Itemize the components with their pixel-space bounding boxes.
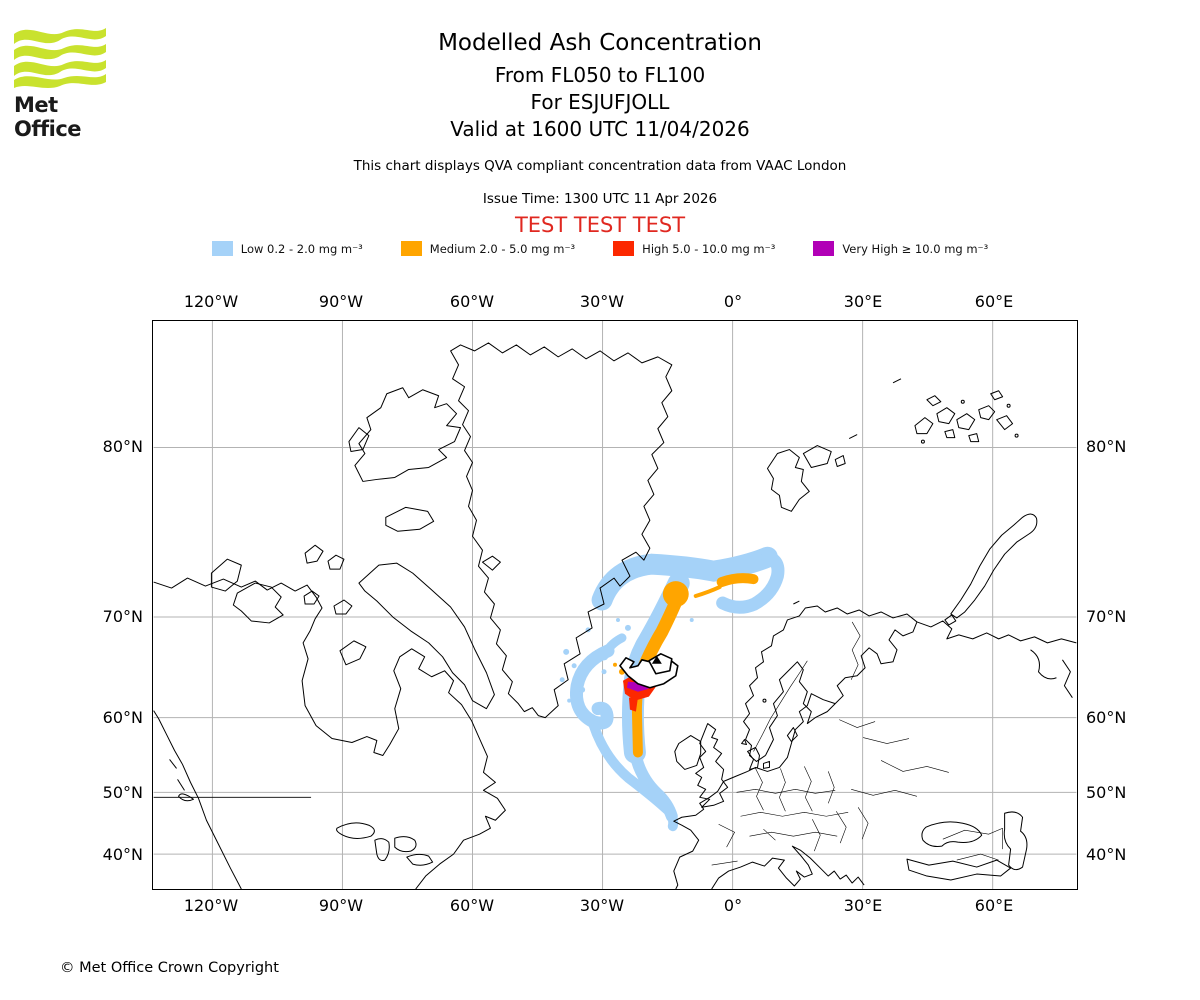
issue-time: Issue Time: 1300 UTC 11 Apr 2026 xyxy=(482,191,718,207)
legend-item-low: Low 0.2 - 2.0 mg m⁻³ xyxy=(211,241,363,256)
ytick-left-80n: 80°N xyxy=(102,437,143,456)
map-panel xyxy=(152,320,1078,890)
medium-swatch-icon xyxy=(400,241,422,256)
country-borders xyxy=(711,621,1003,866)
met-office-logo-text: Met Office xyxy=(14,93,82,141)
legend-item-high: High 5.0 - 10.0 mg m⁻³ xyxy=(613,241,775,256)
xtick-bottom-120w: 120°W xyxy=(183,896,239,915)
xtick-top-30w: 30°W xyxy=(579,292,625,311)
xtick-top-120w: 120°W xyxy=(183,292,239,311)
legend-item-very-high: Very High ≥ 10.0 mg m⁻³ xyxy=(813,241,988,256)
copyright-notice: © Met Office Crown Copyright xyxy=(60,960,279,976)
flight-level-subtitle: From FL050 to FL100 xyxy=(494,63,706,87)
xtick-bottom-30w: 30°W xyxy=(579,896,625,915)
legend-label: Very High ≥ 10.0 mg m⁻³ xyxy=(842,241,989,256)
legend-item-medium: Medium 2.0 - 5.0 mg m⁻³ xyxy=(400,241,576,256)
iceland-coast xyxy=(619,653,679,689)
qva-description: This chart displays QVA compliant concen… xyxy=(353,158,847,174)
xtick-top-30e: 30°E xyxy=(843,292,883,311)
legend: Low 0.2 - 2.0 mg m⁻³ Medium 2.0 - 5.0 mg… xyxy=(0,241,1200,256)
ytick-left-50n: 50°N xyxy=(102,783,143,802)
ytick-left-40n: 40°N xyxy=(102,845,143,864)
xtick-bottom-60w: 60°W xyxy=(449,896,495,915)
ytick-left-70n: 70°N xyxy=(102,607,143,626)
ytick-right-40n: 40°N xyxy=(1086,845,1127,864)
xtick-top-0: 0° xyxy=(723,292,743,311)
ytick-right-80n: 80°N xyxy=(1086,437,1127,456)
met-office-waves-icon xyxy=(14,28,106,88)
volcano-subtitle: For ESJUFJOLL xyxy=(530,90,670,114)
very-high-swatch-icon xyxy=(813,241,835,256)
map-svg xyxy=(153,321,1077,890)
ytick-right-70n: 70°N xyxy=(1086,607,1127,626)
legend-label: Medium 2.0 - 5.0 mg m⁻³ xyxy=(429,241,576,256)
page-title: Modelled Ash Concentration xyxy=(438,30,762,56)
xtick-top-60e: 60°E xyxy=(974,292,1014,311)
high-swatch-icon xyxy=(613,241,635,256)
ytick-right-50n: 50°N xyxy=(1086,783,1127,802)
xtick-bottom-90w: 90°W xyxy=(318,896,364,915)
coastlines xyxy=(153,342,1077,890)
xtick-bottom-60e: 60°E xyxy=(974,896,1014,915)
ytick-left-60n: 60°N xyxy=(102,708,143,727)
ytick-right-60n: 60°N xyxy=(1086,708,1127,727)
xtick-bottom-0: 0° xyxy=(723,896,743,915)
low-swatch-icon xyxy=(211,241,233,256)
xtick-bottom-30e: 30°E xyxy=(843,896,883,915)
xtick-top-90w: 90°W xyxy=(318,292,364,311)
valid-time-subtitle: Valid at 1600 UTC 11/04/2026 xyxy=(450,117,750,141)
met-office-logo: Met Office xyxy=(14,22,124,141)
legend-label: Low 0.2 - 2.0 mg m⁻³ xyxy=(240,241,363,256)
volcano-marker-icon xyxy=(651,655,662,664)
graticule xyxy=(153,321,1077,889)
test-banner: TEST TEST TEST xyxy=(514,213,686,237)
legend-label: High 5.0 - 10.0 mg m⁻³ xyxy=(642,241,776,256)
xtick-top-60w: 60°W xyxy=(449,292,495,311)
